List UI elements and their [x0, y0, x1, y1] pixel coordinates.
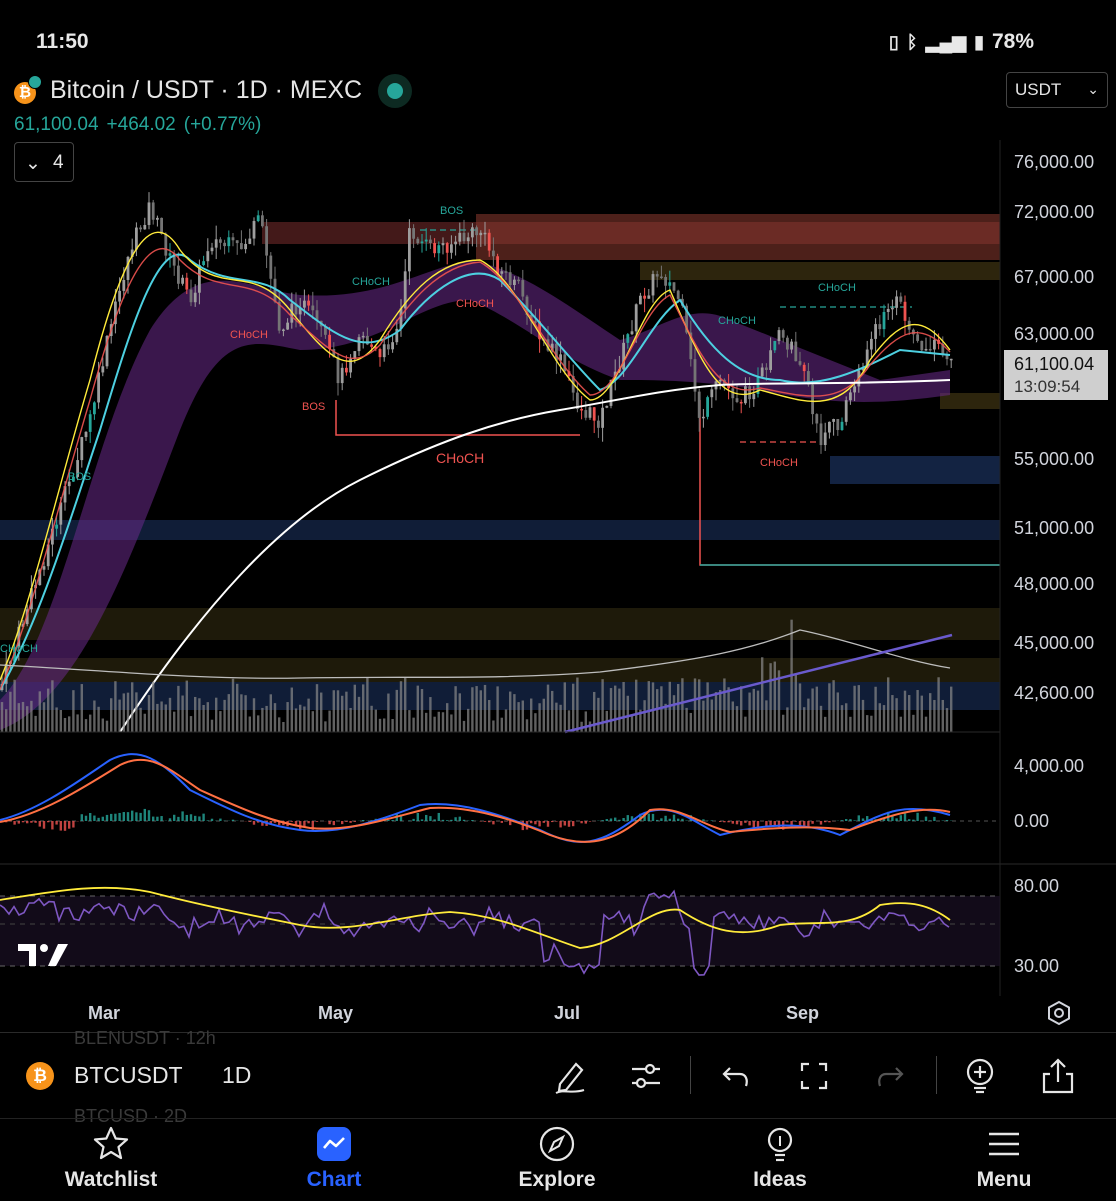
rsi-tick: 80.00 — [1014, 876, 1059, 896]
battery-icon: ▮ — [974, 32, 984, 53]
macd-tick: 0.00 — [1014, 811, 1049, 831]
last-price: 61,100.04 — [14, 114, 99, 135]
rsi-tick: 30.00 — [1014, 956, 1059, 976]
price-tick: 48,000.00 — [1014, 574, 1094, 594]
nav-label: Ideas — [710, 1168, 850, 1192]
star-icon — [91, 1124, 131, 1164]
choch-label: CHoCH — [456, 298, 494, 310]
bos-label: BOS — [68, 471, 91, 483]
price-change-line: 61,100.04 +464.02 (+0.77%) — [14, 114, 269, 136]
choch-label: CHoCH — [0, 643, 38, 655]
choch-label: CHoCH — [818, 282, 856, 294]
share-icon[interactable] — [1038, 1056, 1078, 1096]
x-tick: Jul — [554, 1003, 580, 1024]
macd-tick: 4,000.00 — [1014, 756, 1084, 776]
lightbulb-icon — [760, 1124, 800, 1164]
vibrate-icon: ▯ — [889, 32, 899, 53]
symbol-selector[interactable]: BTCUSDT — [74, 1062, 183, 1089]
choch-label: CHoCH — [230, 329, 268, 341]
choch-label: CHoCH — [760, 457, 798, 469]
bos-label: BOS — [302, 401, 325, 413]
battery-level: 78% — [992, 30, 1034, 54]
x-tick: Mar — [88, 1003, 120, 1024]
x-tick: May — [318, 1003, 353, 1024]
bitcoin-logo-icon: ₿ — [26, 1062, 54, 1090]
currency-select[interactable]: USDT ⌄ — [1006, 72, 1108, 108]
price-change: +464.02 — [107, 114, 176, 135]
price-tick: 76,000.00 — [1014, 152, 1094, 172]
x-tick: Sep — [786, 1003, 819, 1024]
bos-label: BOS — [440, 205, 463, 217]
signal-icon: ▂▄▆ — [926, 32, 966, 53]
price-tick: 67,000.00 — [1014, 267, 1094, 287]
interval-selector[interactable]: 1D — [222, 1062, 251, 1089]
price-tick: 42,600.00 — [1014, 683, 1094, 703]
nav-label: Chart — [264, 1168, 404, 1192]
price-chart[interactable]: 76,000.00 72,000.00 67,000.00 63,000.00 … — [0, 140, 1116, 996]
bluetooth-icon: ᛒ — [907, 32, 918, 53]
nav-chart[interactable]: Chart — [264, 1124, 404, 1192]
previous-symbol-ghost: BLENUSDT · 12h — [74, 1028, 216, 1049]
nav-watchlist[interactable]: Watchlist — [41, 1124, 181, 1192]
current-price-value: 61,100.04 — [1014, 354, 1094, 374]
status-indicators: ▯ ᛒ ▂▄▆ ▮ 78% — [889, 30, 1034, 54]
demand-zone-wide — [0, 520, 1000, 540]
choch-line — [336, 400, 580, 435]
draw-icon[interactable] — [550, 1056, 590, 1096]
redo-icon[interactable] — [870, 1056, 910, 1096]
price-tick: 72,000.00 — [1014, 202, 1094, 222]
price-tick: 45,000.00 — [1014, 633, 1094, 653]
chevron-down-icon: ⌄ — [1087, 81, 1099, 98]
supply-zone-yellow — [640, 262, 1000, 280]
fullscreen-icon[interactable] — [794, 1056, 834, 1096]
price-tick: 51,000.00 — [1014, 518, 1094, 538]
signal-line — [0, 760, 950, 842]
price-tick: 63,000.00 — [1014, 324, 1094, 344]
rsi-band — [0, 896, 1000, 966]
hamburger-icon — [984, 1124, 1024, 1164]
market-open-dot-icon — [387, 83, 403, 99]
demand-zone — [830, 456, 1000, 484]
toolbar-separator — [690, 1056, 691, 1094]
mid-zone — [940, 393, 1000, 409]
indicator-settings-icon[interactable] — [626, 1056, 666, 1096]
nav-ideas[interactable]: Ideas — [710, 1124, 850, 1192]
macd-line — [0, 754, 950, 842]
nav-menu[interactable]: Menu — [934, 1124, 1074, 1192]
choch-label: CHoCH — [352, 276, 390, 288]
nav-label: Watchlist — [41, 1168, 181, 1192]
add-alert-icon[interactable] — [960, 1056, 1000, 1096]
nav-label: Menu — [934, 1168, 1074, 1192]
bitcoin-logo-icon: ₿ — [14, 82, 36, 104]
price-tick: 55,000.00 — [1014, 449, 1094, 469]
nav-label: Explore — [487, 1168, 627, 1192]
chart-settings-icon[interactable] — [1046, 1000, 1072, 1026]
chart-icon — [314, 1124, 354, 1164]
compass-icon — [537, 1124, 577, 1164]
nav-explore[interactable]: Explore — [487, 1124, 627, 1192]
choch-label: CHoCH — [718, 315, 756, 327]
candle-countdown: 13:09:54 — [1014, 377, 1080, 396]
demand-zone-yellow — [0, 608, 1000, 640]
toolbar-separator — [936, 1056, 937, 1094]
currency-value: USDT — [1015, 80, 1061, 99]
symbol-title[interactable]: Bitcoin / USDT · 1D · MEXC — [50, 76, 362, 105]
undo-icon[interactable] — [716, 1056, 756, 1096]
market-status-indicator[interactable] — [378, 74, 412, 108]
supply-zone-top — [476, 214, 1000, 260]
choch-label: CHoCH — [436, 450, 484, 466]
price-change-pct: (+0.77%) — [184, 114, 262, 135]
tradingview-logo-icon — [18, 940, 70, 970]
status-time: 11:50 — [36, 30, 89, 54]
